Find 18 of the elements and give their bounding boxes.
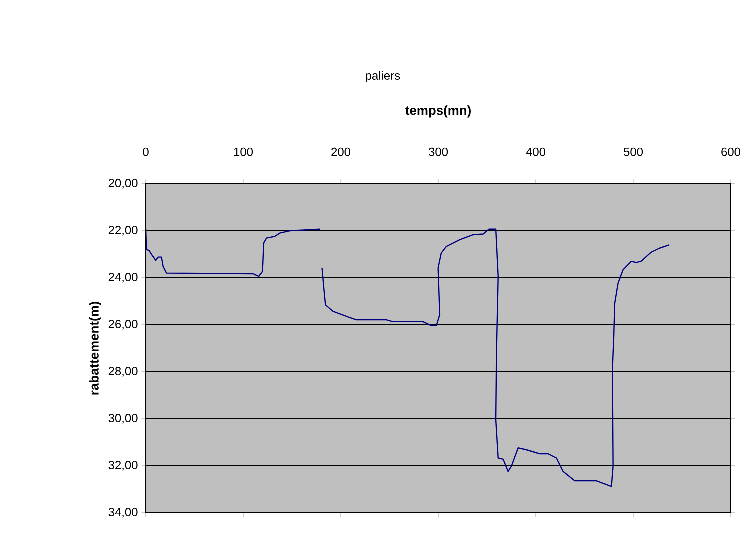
y-axis-title: rabattement(m) bbox=[89, 302, 102, 395]
x-tick-label: 0 bbox=[143, 148, 149, 156]
y-tick-label: 32,00 bbox=[108, 461, 138, 471]
x-tick-label: 200 bbox=[332, 148, 351, 156]
x-axis-title: temps(mn) bbox=[406, 106, 471, 118]
y-tick-label: 30,00 bbox=[108, 414, 138, 424]
y-tick-label: 26,00 bbox=[108, 320, 138, 330]
y-tick-label: 22,00 bbox=[108, 226, 138, 236]
x-tick-label: 500 bbox=[624, 148, 644, 156]
y-tick-label: 24,00 bbox=[108, 273, 138, 283]
x-tick-label: 100 bbox=[234, 148, 254, 156]
x-tick-label: 400 bbox=[526, 148, 546, 156]
y-tick-label: 20,00 bbox=[108, 179, 138, 189]
y-tick-label: 34,00 bbox=[108, 508, 138, 518]
y-tick-label: 28,00 bbox=[108, 367, 138, 377]
x-tick-label: 600 bbox=[722, 148, 741, 156]
chart-title: paliers bbox=[366, 71, 400, 82]
x-tick-label: 300 bbox=[428, 148, 448, 156]
